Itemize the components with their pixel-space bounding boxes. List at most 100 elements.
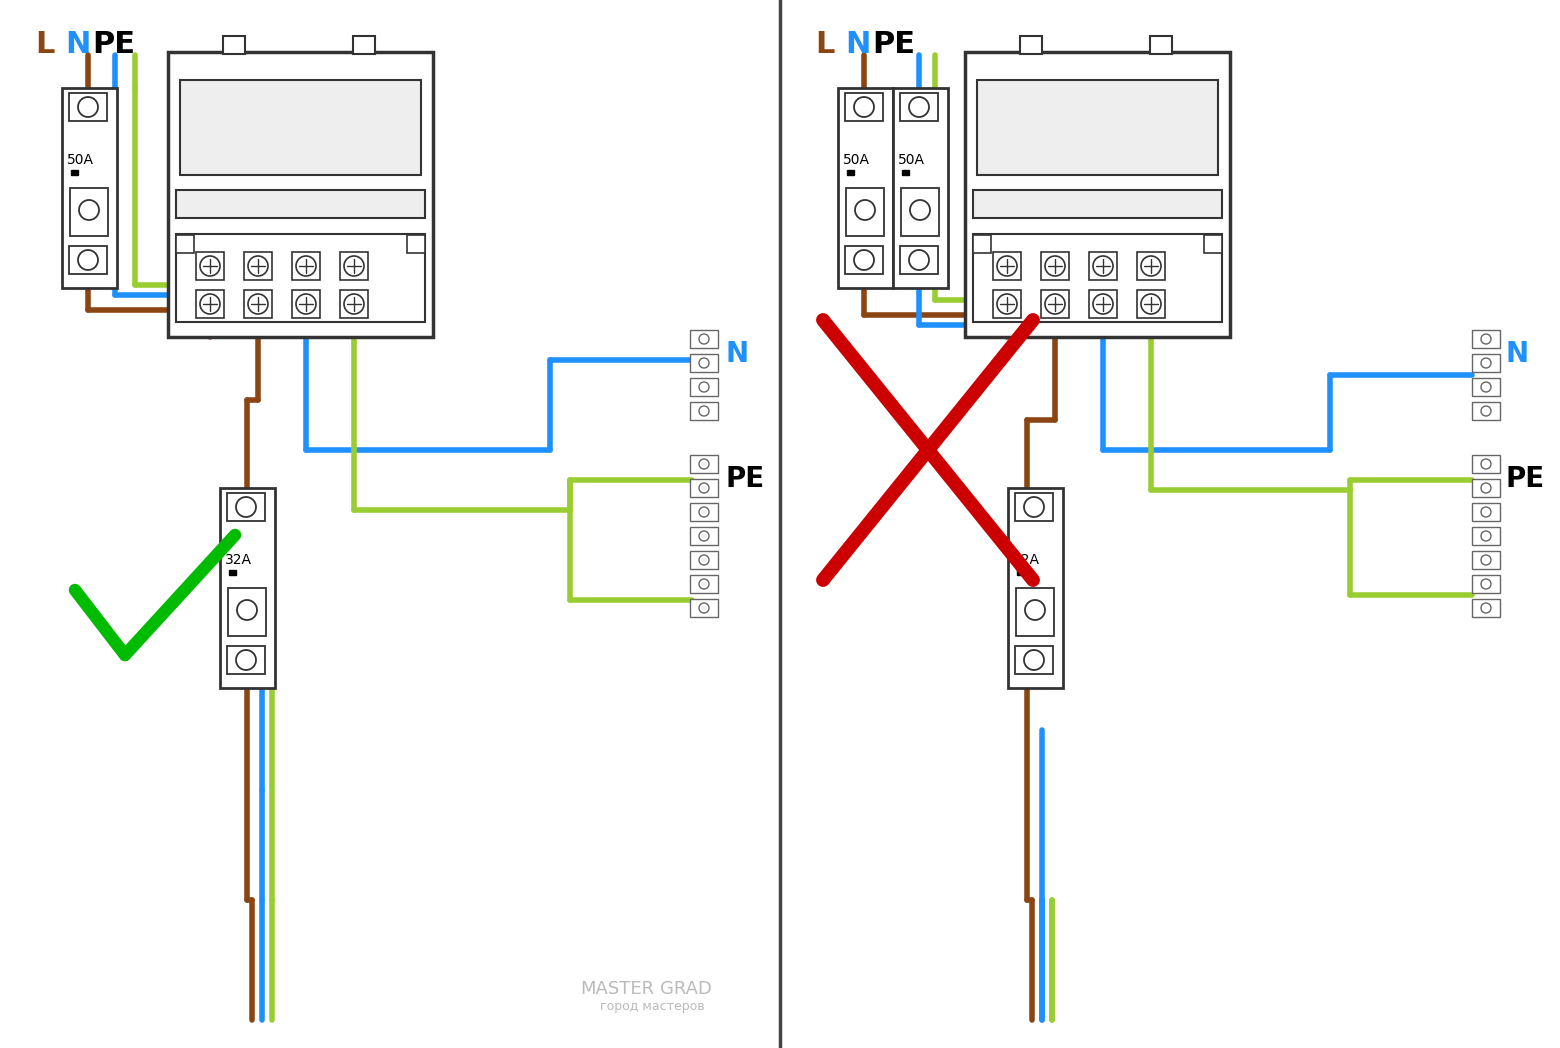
Bar [690,575,718,593]
Circle shape [236,650,256,670]
Bar [340,290,368,318]
Circle shape [345,256,363,276]
Circle shape [1045,256,1065,276]
Text: 50A: 50A [842,153,870,167]
Bar [690,599,718,617]
Bar [690,503,718,521]
Bar [1204,235,1221,253]
Bar [846,188,885,236]
Bar [1150,36,1172,54]
Bar [176,235,193,253]
Bar [243,252,271,280]
Bar [847,170,853,175]
Circle shape [699,459,708,470]
Bar [690,354,718,372]
Bar [1016,493,1053,521]
Circle shape [200,256,220,276]
Bar [994,252,1020,280]
Circle shape [1025,601,1045,620]
Circle shape [1480,483,1491,493]
Circle shape [1480,603,1491,613]
Bar [690,527,718,545]
Circle shape [1480,334,1491,344]
Circle shape [1480,358,1491,368]
Text: GRAD: GRAD [660,980,711,998]
Bar [690,551,718,569]
Circle shape [1140,294,1161,314]
Circle shape [997,294,1017,314]
Bar [220,488,275,687]
Bar [690,455,718,473]
Circle shape [1480,531,1491,541]
Bar [892,88,948,288]
Bar [900,93,938,121]
Bar [838,88,892,288]
Bar [973,190,1221,218]
Circle shape [1094,294,1112,314]
Circle shape [1480,578,1491,589]
Text: 50A: 50A [67,153,94,167]
Bar [846,93,883,121]
Text: L: L [34,30,55,59]
Circle shape [699,603,708,613]
Circle shape [248,294,268,314]
Circle shape [1480,406,1491,416]
Bar [1473,330,1501,348]
Text: 32A: 32A [1012,553,1041,567]
Circle shape [853,97,874,117]
Bar [1016,588,1055,636]
Circle shape [1480,507,1491,517]
Circle shape [80,200,98,220]
Circle shape [853,250,874,270]
Bar [1008,488,1062,687]
Circle shape [1094,256,1112,276]
Text: PE: PE [725,465,764,493]
Bar [228,588,267,636]
Circle shape [1023,497,1044,517]
Bar [902,170,909,175]
Bar [1473,551,1501,569]
Circle shape [345,294,363,314]
Bar [292,252,320,280]
Text: N: N [846,30,870,59]
Circle shape [78,97,98,117]
Text: город мастеров: город мастеров [601,1000,705,1013]
Bar [1473,599,1501,617]
Circle shape [236,497,256,517]
Bar [292,290,320,318]
Circle shape [699,334,708,344]
Text: N: N [1505,340,1529,368]
Bar [1137,252,1165,280]
Circle shape [909,250,930,270]
Bar [690,402,718,420]
Circle shape [909,200,930,220]
Bar [1020,36,1042,54]
Bar [846,246,883,274]
Bar [1473,527,1501,545]
Bar [900,246,938,274]
Bar [1473,378,1501,396]
Bar [197,252,225,280]
Circle shape [1045,294,1065,314]
Circle shape [200,294,220,314]
Text: 50A: 50A [899,153,925,167]
Bar [1473,402,1501,420]
Bar [223,36,245,54]
Bar [973,235,991,253]
Bar [340,252,368,280]
Circle shape [699,406,708,416]
Bar [1041,290,1069,318]
Text: MASTER: MASTER [580,980,654,998]
Bar [690,479,718,497]
Bar [176,190,424,218]
Circle shape [296,294,317,314]
Bar [690,378,718,396]
Bar [994,290,1020,318]
Bar [176,234,424,322]
Circle shape [699,383,708,392]
Circle shape [1480,459,1491,470]
Circle shape [699,483,708,493]
Bar [197,290,225,318]
Bar [168,52,434,337]
Bar [62,88,117,288]
